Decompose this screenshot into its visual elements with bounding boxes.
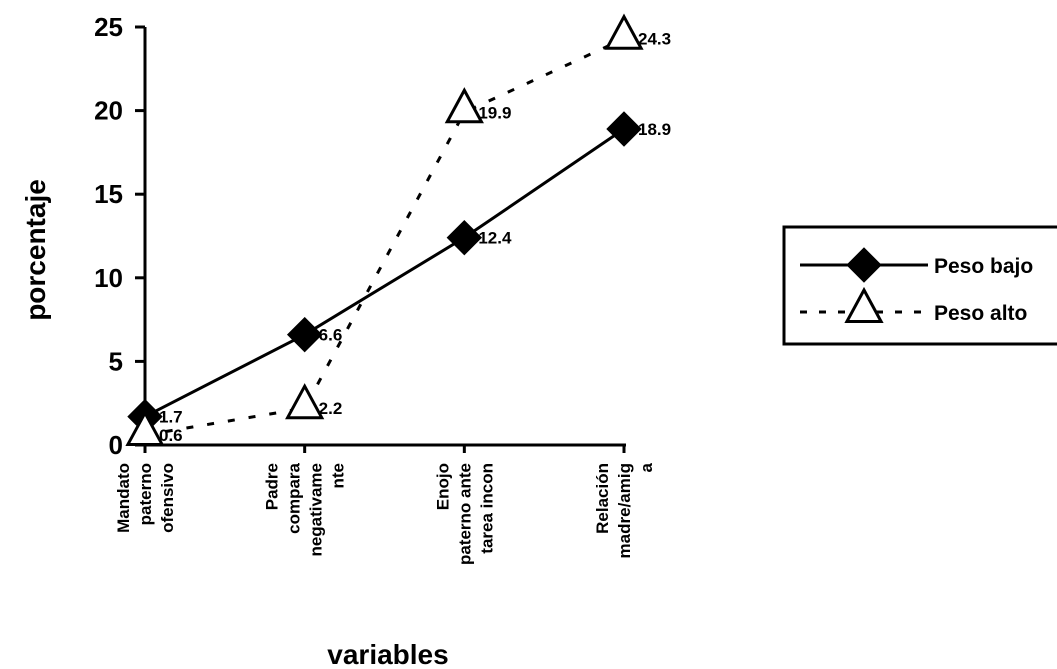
x-tick-label-line: paterno bbox=[136, 463, 155, 525]
legend-box bbox=[782, 225, 1057, 346]
legend: Peso bajo Peso alto bbox=[782, 225, 1057, 346]
data-labels: 1.7 6.6 12.4 18.9 0.6 2.2 19.9 24.3 bbox=[159, 30, 671, 445]
legend-label: Peso bajo bbox=[934, 255, 1033, 278]
data-point-diamond bbox=[286, 316, 323, 353]
x-tick-label-line: madre/amig bbox=[615, 463, 634, 558]
data-point-triangle bbox=[285, 383, 325, 420]
series-peso-bajo bbox=[127, 111, 642, 435]
x-axis-ticks: Mandato paterno ofensivo Padre compara negati… bbox=[114, 445, 656, 565]
series-line bbox=[144, 127, 625, 418]
legend-label: Peso alto bbox=[934, 302, 1027, 325]
data-label: 19.9 bbox=[478, 103, 511, 122]
x-tick-label: Enojo paterno ante tarea incon bbox=[433, 463, 496, 565]
data-point-diamond bbox=[606, 111, 642, 147]
legend-item: Peso alto bbox=[800, 286, 1027, 325]
data-label: 24.3 bbox=[638, 30, 671, 49]
y-tick-label: 25 bbox=[94, 12, 123, 42]
y-axis-ticks: 0 5 10 15 20 25 bbox=[94, 12, 145, 460]
legend-item: Peso bajo bbox=[800, 247, 1033, 283]
x-tick-label: Padre compara negativame nte bbox=[263, 462, 348, 556]
data-label: 18.9 bbox=[638, 120, 671, 139]
legend-marker-triangle bbox=[844, 286, 884, 323]
data-label: 0.6 bbox=[159, 426, 183, 445]
y-tick-label: 10 bbox=[94, 263, 123, 293]
x-tick-label-line: tarea incon bbox=[477, 463, 496, 554]
x-tick-label-line: negativame bbox=[307, 463, 326, 557]
legend-marker-diamond bbox=[846, 247, 882, 283]
x-tick-label-line: paterno ante bbox=[455, 463, 474, 565]
x-tick-label-line: Mandato bbox=[114, 463, 133, 533]
y-tick-label: 0 bbox=[109, 430, 123, 460]
axes bbox=[143, 27, 626, 447]
x-axis-title: variables bbox=[327, 639, 448, 669]
x-tick-label-line: compara bbox=[285, 462, 304, 533]
data-point-triangle bbox=[444, 87, 484, 124]
series-layer bbox=[125, 13, 644, 446]
x-tick-label-line: a bbox=[637, 462, 656, 472]
data-label: 6.6 bbox=[319, 326, 343, 345]
data-label: 1.7 bbox=[159, 408, 183, 427]
data-point-triangle bbox=[125, 409, 165, 446]
y-axis-title: porcentaje bbox=[20, 179, 51, 321]
y-tick-label: 5 bbox=[109, 346, 123, 376]
y-tick-label: 20 bbox=[94, 96, 123, 126]
data-point-triangle bbox=[604, 13, 644, 50]
x-tick-label: Relación madre/amig a bbox=[593, 462, 656, 558]
x-tick-label-line: nte bbox=[329, 463, 348, 489]
series-peso-alto bbox=[125, 13, 644, 446]
data-label: 2.2 bbox=[319, 399, 343, 418]
series-line bbox=[144, 37, 625, 437]
x-tick-label-line: ofensivo bbox=[158, 463, 177, 533]
data-point-diamond bbox=[446, 219, 483, 256]
x-tick-label-line: Padre bbox=[263, 463, 282, 510]
x-tick-label-line: Enojo bbox=[433, 463, 452, 510]
x-tick-label-line: Relación bbox=[593, 463, 612, 534]
x-tick-label: Mandato paterno ofensivo bbox=[114, 463, 177, 533]
data-label: 12.4 bbox=[478, 229, 512, 248]
y-tick-label: 15 bbox=[94, 179, 123, 209]
